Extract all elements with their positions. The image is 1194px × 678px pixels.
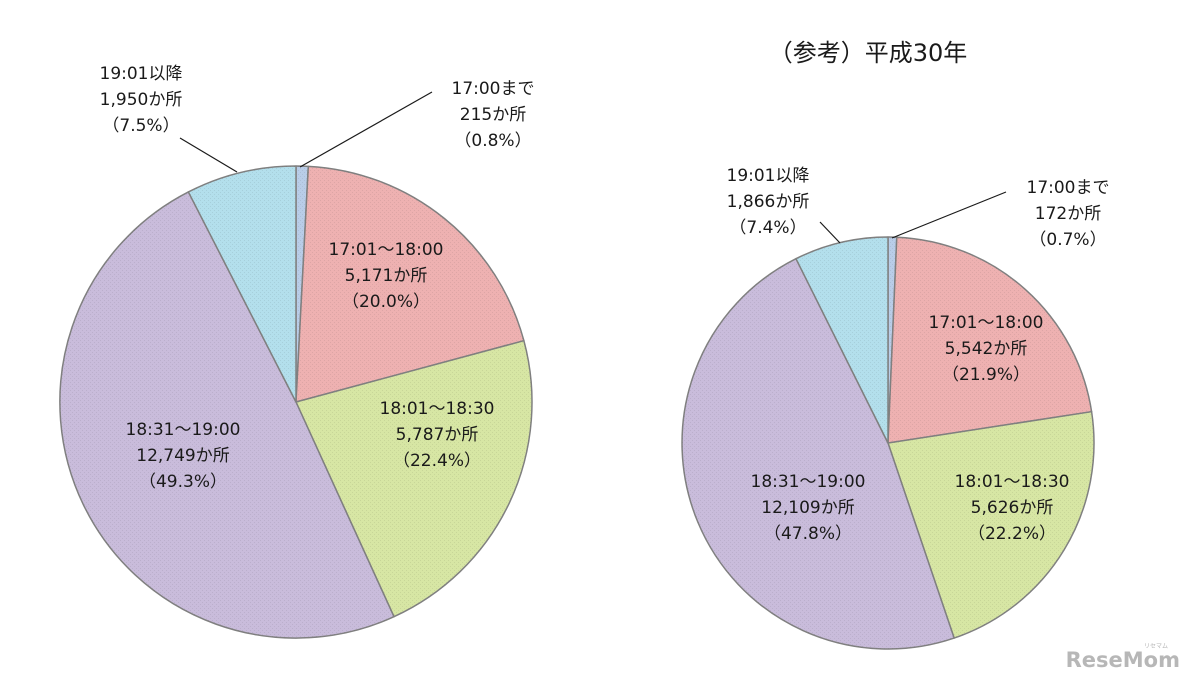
count-label: 1,866か所	[727, 192, 810, 212]
percent-label: （7.4%）	[729, 218, 806, 238]
slice-label-current-17-00-made: 17:00まで 215か所 （0.8%）	[452, 79, 535, 151]
category-label: 18:31〜19:00	[126, 420, 241, 440]
percent-label: （21.9%）	[942, 365, 1030, 385]
leader-lines-current	[179, 91, 433, 173]
category-label: 17:00まで	[1027, 178, 1110, 198]
pie-chart-h30: （参考）平成30年 17:00まで 172か所 （0.7%） 17:01〜18:…	[681, 39, 1110, 650]
pie-slice-texture-17-01-18-00	[888, 237, 1092, 443]
pie-slice-texture-19-01ikou	[188, 166, 296, 402]
count-label: 5,626か所	[971, 498, 1054, 518]
leader-line-17-00-made	[891, 191, 1007, 239]
count-label: 12,109か所	[761, 498, 854, 518]
category-label: 18:01〜18:30	[380, 399, 495, 419]
pie-slice-texture-18-01-18-30	[888, 411, 1095, 639]
leader-lines-h30	[819, 191, 1007, 244]
percent-label: （20.0%）	[342, 292, 430, 312]
pie-slice-texture-19-01ikou	[795, 237, 888, 443]
pie-slice-texture-18-31-19-00	[59, 191, 394, 639]
category-label: 19:01以降	[100, 64, 183, 84]
category-label: 17:00まで	[452, 79, 535, 99]
count-label: 12,749か所	[136, 446, 229, 466]
slice-label-current-19-01-ikou: 19:01以降 1,950か所 （7.5%）	[100, 64, 183, 136]
chart-title: （参考）平成30年	[769, 39, 968, 67]
slice-label-h30-17-01-18-00: 17:01〜18:00 5,542か所 （21.9%）	[929, 313, 1044, 385]
count-label: 1,950か所	[100, 90, 183, 110]
percent-label: （0.8%）	[454, 131, 531, 151]
slice-label-current-18-31-19-00: 18:31〜19:00 12,749か所 （49.3%）	[126, 420, 241, 492]
percent-label: （22.2%）	[968, 524, 1056, 544]
pie-slice-texture-18-31-19-00	[682, 258, 955, 649]
slice-label-h30-18-01-18-30: 18:01〜18:30 5,626か所 （22.2%）	[955, 472, 1070, 544]
pie-slice-texture-17-01-18-00	[296, 166, 524, 402]
resemom-logo: リセマム ReseMom	[1066, 643, 1180, 672]
percent-label: （7.5%）	[102, 116, 179, 136]
count-label: 5,787か所	[396, 425, 479, 445]
percent-label: （49.3%）	[139, 472, 227, 492]
logo-text: ReseMom	[1066, 648, 1180, 672]
slice-label-current-18-01-18-30: 18:01〜18:30 5,787か所 （22.4%）	[380, 399, 495, 471]
leader-line-19-01-ikou	[179, 137, 238, 173]
slice-label-h30-17-00-made: 17:00まで 172か所 （0.7%）	[1027, 178, 1110, 250]
pie-slices-current	[59, 165, 533, 639]
count-label: 172か所	[1035, 204, 1101, 224]
count-label: 5,542か所	[945, 339, 1028, 359]
leader-line-17-00-made	[299, 91, 433, 168]
leader-line-19-01-ikou	[819, 221, 841, 244]
count-label: 215か所	[460, 105, 526, 125]
slice-label-current-17-01-18-00: 17:01〜18:00 5,171か所 （20.0%）	[329, 240, 444, 312]
pie-slice-texture-18-01-18-30	[296, 340, 533, 617]
category-label: 18:31〜19:00	[751, 472, 866, 492]
count-label: 5,171か所	[345, 266, 428, 286]
logo-subtext: リセマム	[1144, 643, 1168, 650]
percent-label: （0.7%）	[1029, 230, 1106, 250]
pie-chart-current: 17:00まで 215か所 （0.8%） 17:01〜18:00 5,171か所…	[59, 64, 535, 639]
category-label: 17:01〜18:00	[329, 240, 444, 260]
category-label: 18:01〜18:30	[955, 472, 1070, 492]
percent-label: （47.8%）	[764, 524, 852, 544]
category-label: 17:01〜18:00	[929, 313, 1044, 333]
pie-slices-h30	[681, 236, 1095, 650]
slice-label-h30-19-01-ikou: 19:01以降 1,866か所 （7.4%）	[727, 166, 810, 238]
slice-label-h30-18-31-19-00: 18:31〜19:00 12,109か所 （47.8%）	[751, 472, 866, 544]
category-label: 19:01以降	[727, 166, 810, 186]
percent-label: （22.4%）	[393, 451, 481, 471]
